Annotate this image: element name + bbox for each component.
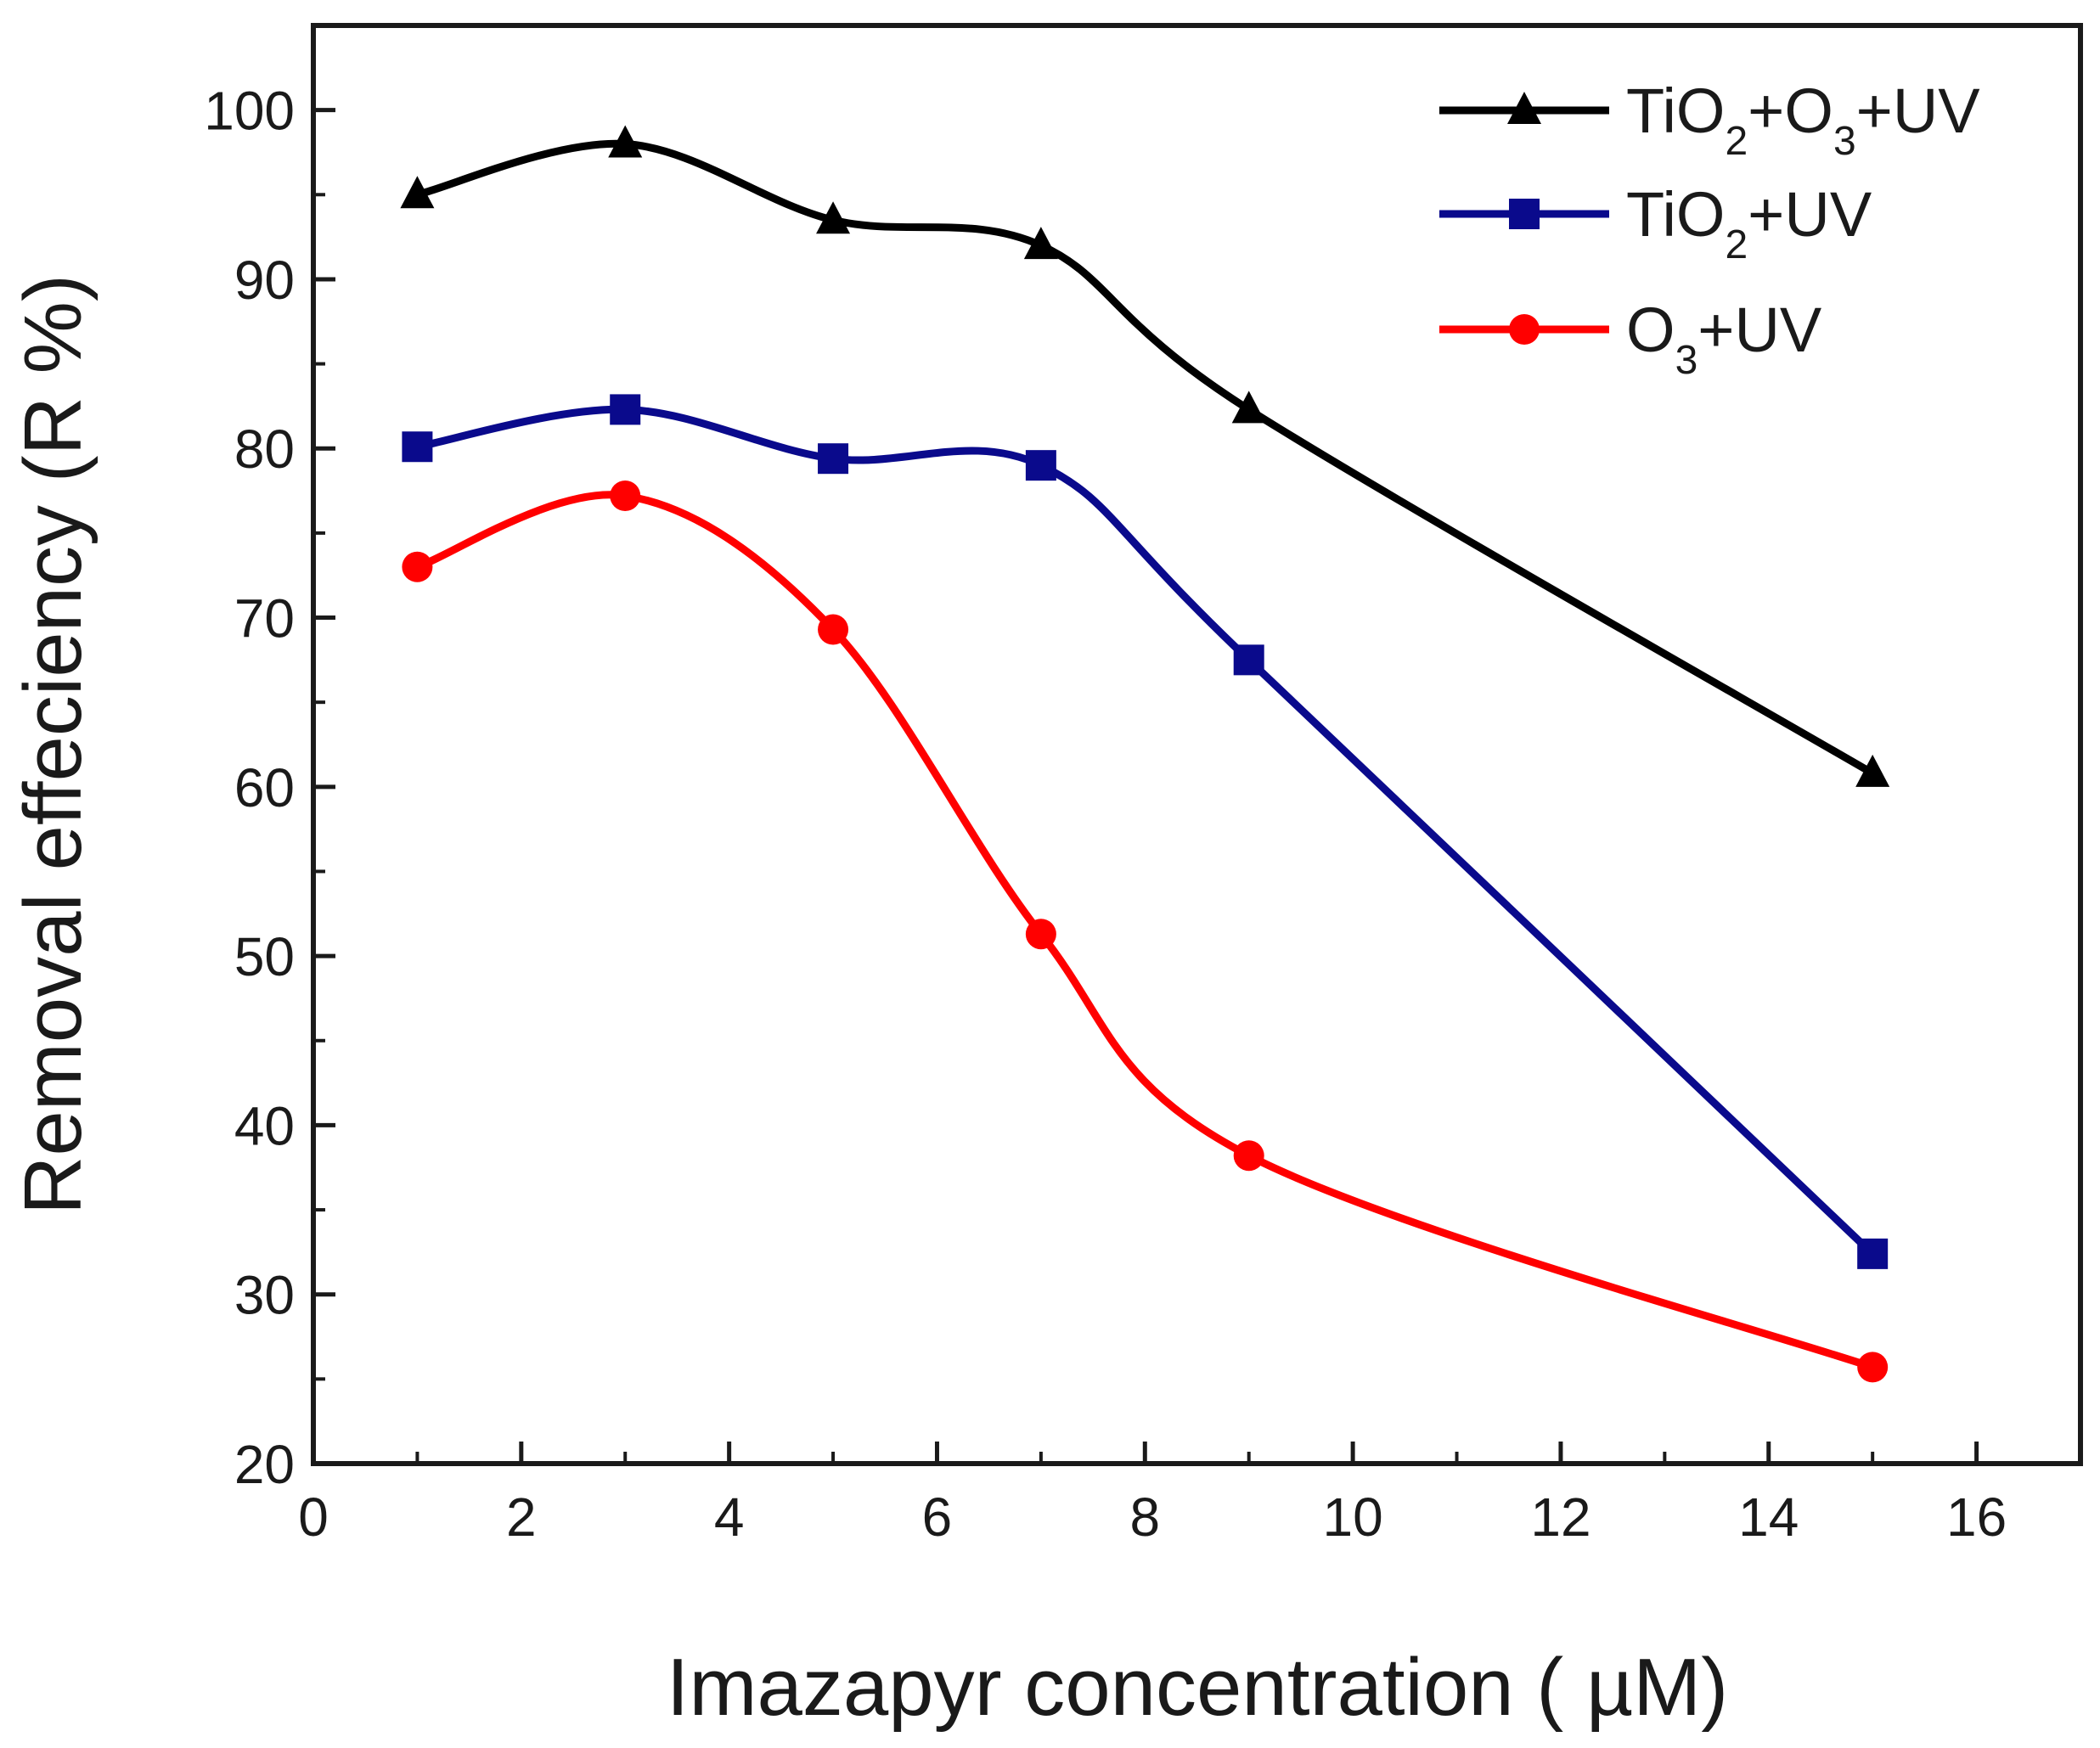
y-tick-label: 40: [234, 1095, 295, 1156]
data-point-s2-3: [1025, 919, 1056, 950]
x-tick-label: 6: [922, 1487, 953, 1548]
legend-marker-2: [1509, 314, 1540, 345]
data-point-s1-4: [1233, 644, 1264, 676]
legend-label-part: +UV: [1697, 295, 1822, 365]
x-tick-label: 2: [506, 1487, 537, 1548]
data-point-s0-4: [1231, 391, 1266, 424]
series-markers: [400, 125, 1890, 1383]
data-point-s1-2: [818, 443, 849, 475]
y-tick-label: 100: [204, 81, 295, 142]
axis-ticks: 0 2 4 6 8 10 12 14 16 20 30 40 50 60 70 80 90 100: [204, 81, 2007, 1548]
legend-label-part: TiO: [1626, 76, 1725, 146]
series-line-1: [413, 405, 1877, 1258]
x-axis-title: Imazapyr concentration ( µM): [667, 1642, 1728, 1733]
legend-label-part: +UV: [1748, 179, 1872, 250]
data-point-s0-1: [608, 125, 643, 158]
data-point-s2-2: [818, 614, 849, 645]
data-point-s2-1: [610, 481, 641, 512]
x-tick-label: 12: [1530, 1487, 1590, 1548]
y-axis-title: Removal effeciency (R %): [8, 274, 99, 1215]
legend-marker-0: [1507, 92, 1541, 124]
series-line-2: [413, 491, 1877, 1371]
legend-label-part: 2: [1725, 119, 1748, 164]
data-point-s0-2: [816, 201, 851, 234]
data-point-s1-1: [610, 394, 641, 425]
y-tick-label: 80: [234, 419, 295, 480]
x-tick-label: 0: [298, 1487, 329, 1548]
legend-label-part: 3: [1675, 338, 1698, 383]
legend-label-part: 2: [1725, 222, 1748, 267]
data-point-s0-0: [400, 176, 435, 209]
x-tick-label: 4: [714, 1487, 745, 1548]
legend-label-1: TiO2+UV: [1626, 179, 1872, 267]
y-tick-label: 30: [234, 1265, 295, 1326]
legend-marker-1: [1509, 199, 1540, 229]
x-tick-label: 10: [1323, 1487, 1383, 1548]
data-point-s1-5: [1857, 1238, 1889, 1269]
legend-label-part: +UV: [1856, 76, 1981, 146]
y-tick-label: 60: [234, 757, 295, 818]
x-tick-label: 8: [1129, 1487, 1160, 1548]
y-tick-label: 50: [234, 926, 295, 987]
data-point-s2-5: [1857, 1352, 1889, 1383]
legend-label-2: O3+UV: [1626, 295, 1822, 383]
data-point-s1-3: [1025, 450, 1056, 481]
y-tick-label: 20: [234, 1434, 295, 1495]
legend-label-0: TiO2+O3+UV: [1626, 76, 1980, 164]
legend-label-part: +O: [1748, 76, 1833, 146]
plot-frame: [311, 23, 2083, 1466]
legend-label-part: TiO: [1626, 179, 1725, 250]
data-point-s1-0: [402, 431, 433, 463]
data-point-s0-3: [1023, 227, 1058, 260]
legend-label-part: O: [1626, 295, 1675, 365]
y-tick-label: 90: [234, 250, 295, 311]
x-tick-label: 14: [1738, 1487, 1799, 1548]
x-tick-label: 16: [1946, 1487, 2007, 1548]
y-tick-label: 70: [234, 588, 295, 649]
data-point-s2-0: [402, 551, 433, 582]
legend-label-part: 3: [1833, 119, 1856, 164]
data-point-s0-5: [1855, 754, 1890, 787]
data-point-s2-4: [1233, 1140, 1264, 1172]
